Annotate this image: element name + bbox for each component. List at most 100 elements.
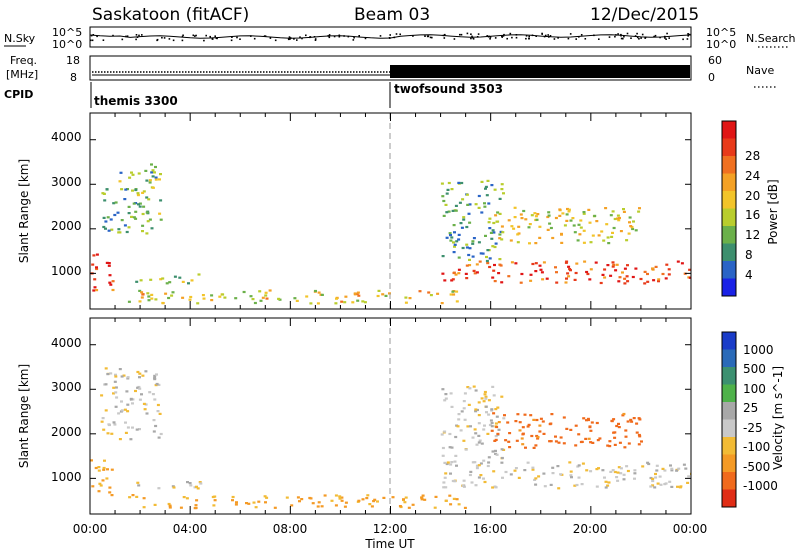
echo-cell xyxy=(323,494,327,497)
echo-cell xyxy=(513,216,517,219)
noise-point xyxy=(664,37,666,39)
echo-cell xyxy=(490,408,494,411)
echo-cell xyxy=(613,470,617,474)
echo-cell xyxy=(465,277,469,280)
echo-cell xyxy=(120,188,124,191)
echo-cell xyxy=(534,444,538,447)
echo-cell xyxy=(647,462,651,466)
echo-cell xyxy=(464,448,468,451)
echo-cell xyxy=(477,401,481,404)
echo-cell xyxy=(475,467,479,470)
echo-cell xyxy=(475,271,479,274)
velocity-colorbar-segment xyxy=(722,367,736,385)
echo-cell xyxy=(460,410,464,413)
echo-cell xyxy=(646,272,649,276)
echo-cell xyxy=(500,456,504,460)
echo-cell xyxy=(484,187,487,190)
echo-cell xyxy=(252,501,256,504)
echo-cell xyxy=(490,237,494,240)
echo-cell xyxy=(442,214,446,217)
echo-cell xyxy=(574,271,578,275)
echo-cell xyxy=(147,299,151,302)
echo-cell xyxy=(411,503,415,506)
echo-cell xyxy=(127,205,131,208)
echo-cell xyxy=(106,432,110,435)
echo-cell xyxy=(565,277,568,280)
noise-right-label: N.Search xyxy=(746,32,796,45)
echo-cell xyxy=(151,169,155,172)
echo-cell xyxy=(159,173,162,176)
echo-cell xyxy=(356,291,360,294)
echo-cell xyxy=(245,502,248,505)
echo-cell xyxy=(493,245,497,249)
echo-cell xyxy=(538,264,542,267)
echo-cell xyxy=(135,428,139,431)
echo-cell xyxy=(565,260,569,263)
echo-cell xyxy=(522,209,526,213)
echo-cell xyxy=(581,462,585,465)
noise-point xyxy=(511,36,513,39)
echo-cell xyxy=(626,264,629,267)
echo-cell xyxy=(551,472,555,475)
echo-cell xyxy=(126,403,130,406)
noise-point xyxy=(263,35,266,37)
noise-point xyxy=(466,32,469,35)
echo-cell xyxy=(502,192,505,195)
noise-point xyxy=(395,33,398,35)
echo-cell xyxy=(468,221,472,224)
echo-cell xyxy=(181,296,185,299)
echo-cell xyxy=(150,293,154,296)
echo-cell xyxy=(616,471,620,474)
echo-cell xyxy=(384,294,388,297)
echo-cell xyxy=(651,484,655,487)
noise-point xyxy=(541,33,543,35)
echo-cell xyxy=(108,274,112,277)
echo-cell xyxy=(491,245,495,248)
echo-cell xyxy=(440,302,444,305)
echo-cell xyxy=(687,475,691,478)
echo-cell xyxy=(462,407,466,410)
echo-cell xyxy=(459,222,463,225)
echo-cell xyxy=(157,436,161,439)
echo-cell xyxy=(623,446,627,449)
echo-cell xyxy=(516,413,520,416)
echo-cell xyxy=(454,209,458,212)
echo-cell xyxy=(686,481,690,484)
echo-cell xyxy=(340,496,344,499)
echo-cell xyxy=(589,429,593,432)
echo-cell xyxy=(655,469,659,472)
echo-cell xyxy=(528,242,531,245)
echo-cell xyxy=(609,470,613,473)
power-colorbar-segment xyxy=(722,243,736,262)
echo-cell xyxy=(625,239,629,242)
echo-cell xyxy=(446,461,450,464)
echo-cell xyxy=(479,462,483,465)
power-y-tick-1000: 1000 xyxy=(51,264,82,278)
echo-cell xyxy=(363,301,367,304)
echo-cell xyxy=(293,297,297,300)
echo-cell xyxy=(495,453,499,456)
echo-cell xyxy=(589,268,593,271)
echo-cell xyxy=(577,464,581,467)
echo-cell xyxy=(148,181,152,184)
echo-cell xyxy=(471,436,475,439)
echo-cell xyxy=(351,301,355,304)
echo-cell xyxy=(508,432,512,435)
echo-cell xyxy=(102,466,106,470)
echo-cell xyxy=(457,256,461,259)
noise-point xyxy=(688,33,691,36)
echo-cell xyxy=(93,286,97,289)
noise-point xyxy=(528,35,530,38)
echo-cell xyxy=(610,419,614,422)
echo-cell xyxy=(181,280,185,283)
noise-point xyxy=(424,35,426,37)
echo-cell xyxy=(158,212,162,215)
echo-cell xyxy=(452,271,456,275)
echo-cell xyxy=(445,211,449,214)
echo-cell xyxy=(433,506,437,509)
noise-point xyxy=(293,38,295,40)
echo-cell xyxy=(537,475,541,478)
echo-cell xyxy=(474,408,478,411)
echo-cell xyxy=(459,429,463,432)
noise-point xyxy=(525,37,527,40)
